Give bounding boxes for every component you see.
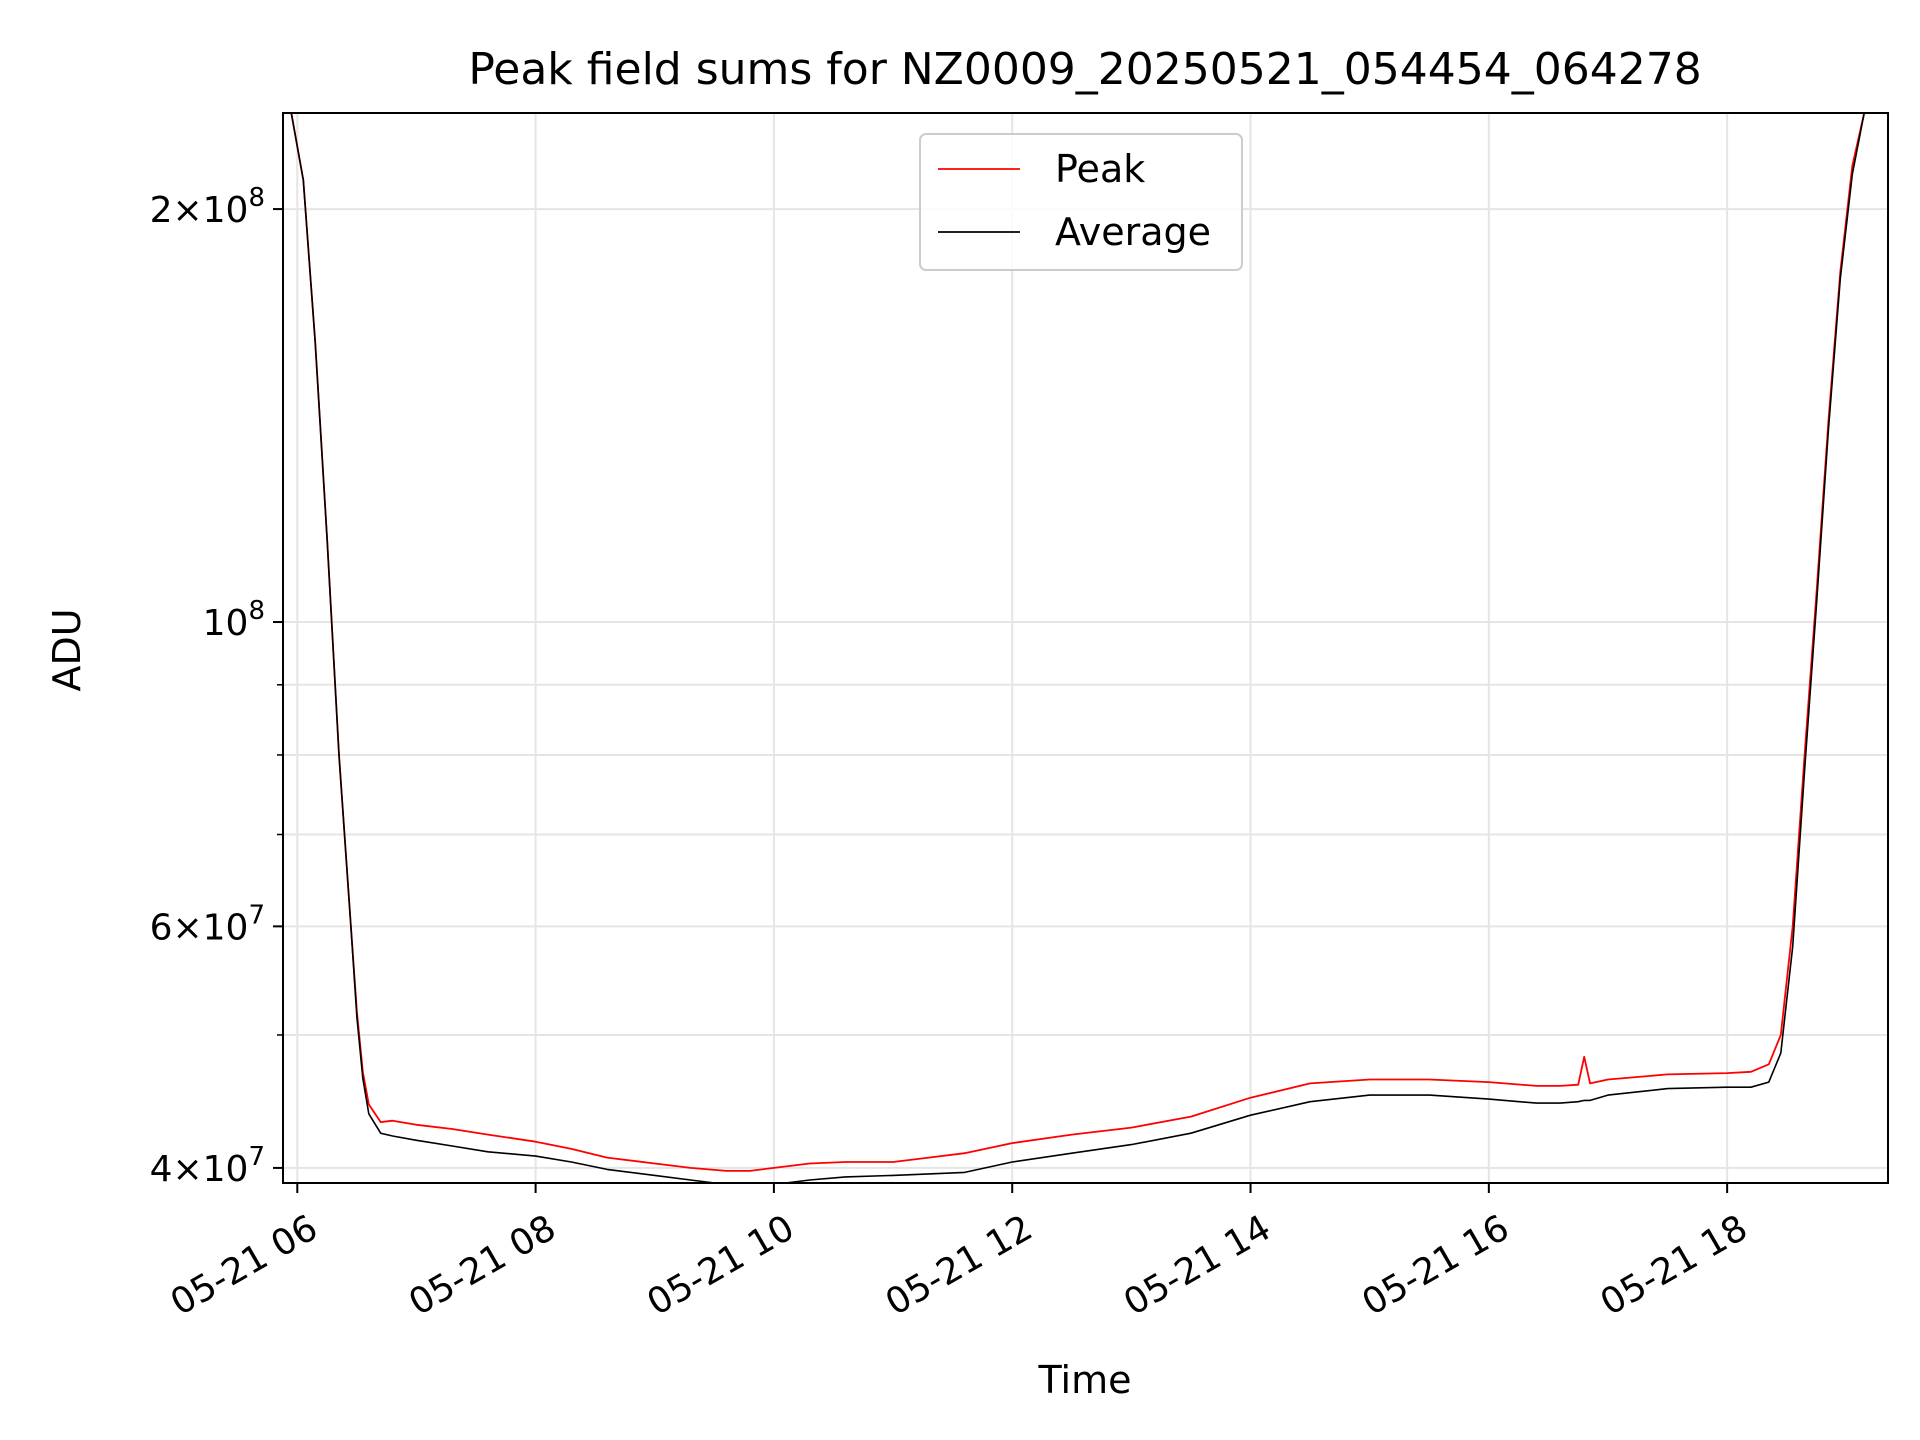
series-line-peak bbox=[290, 113, 1882, 1172]
y-axis-label: ADU bbox=[45, 608, 89, 691]
series-layer bbox=[290, 113, 1882, 1183]
y-tick-label: 4×107 bbox=[150, 1142, 265, 1190]
legend-label-peak: Peak bbox=[1055, 147, 1145, 191]
legend: Peak Average bbox=[919, 133, 1243, 271]
plot-frame bbox=[282, 112, 1889, 1184]
y-tick-label: 2×108 bbox=[150, 183, 265, 231]
chart-title: Peak field sums for NZ0009_20250521_0544… bbox=[468, 44, 1701, 95]
y-tick-label: 108 bbox=[203, 596, 265, 644]
legend-label-average: Average bbox=[1055, 210, 1211, 254]
y-axis: 4×107 6×107 108 2×108 bbox=[150, 183, 283, 1190]
x-axis-label: Time bbox=[1038, 1358, 1132, 1402]
legend-box bbox=[919, 133, 1243, 271]
y-tick-label: 6×107 bbox=[150, 900, 265, 948]
series-line-average bbox=[290, 113, 1882, 1183]
